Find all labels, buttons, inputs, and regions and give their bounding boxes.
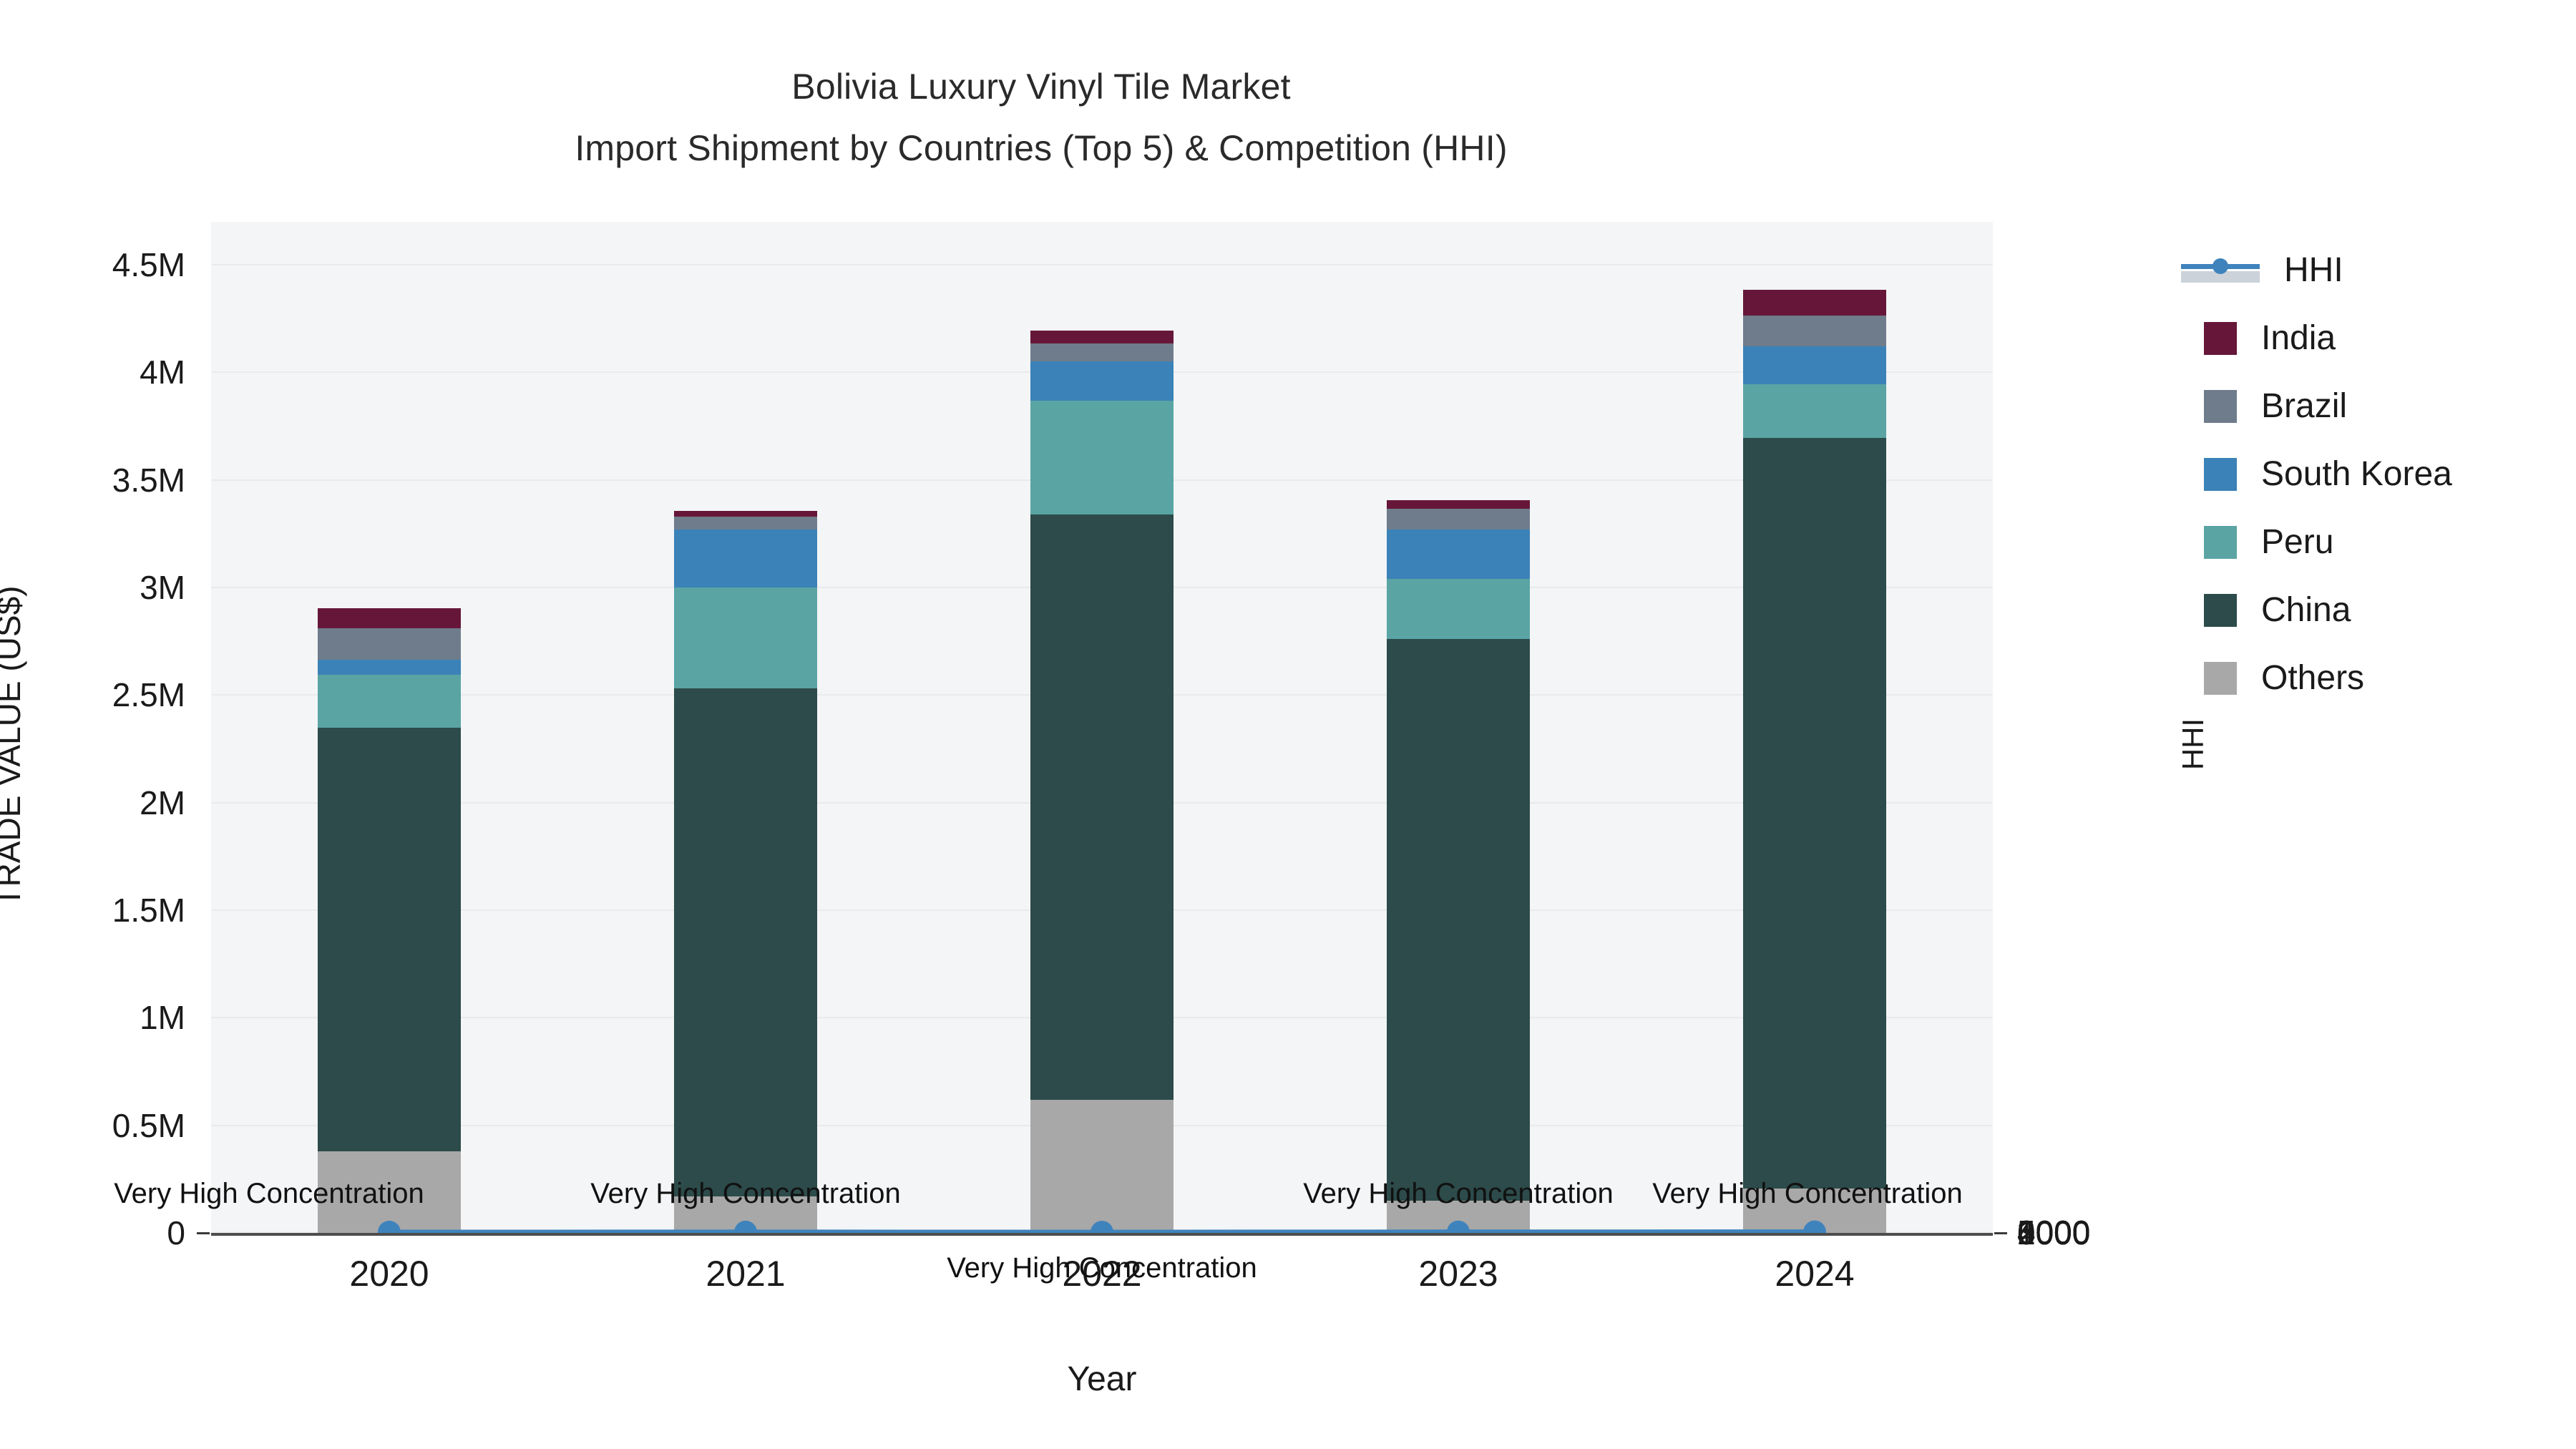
- legend-item-china[interactable]: China: [2204, 576, 2562, 644]
- legend-item-hhi[interactable]: HHI: [2181, 236, 2562, 304]
- hhi-point-2023[interactable]: [1447, 1220, 1470, 1233]
- plot-area: [211, 222, 1993, 1234]
- bar-segment-south-korea[interactable]: [1030, 361, 1174, 401]
- bar-segment-south-korea[interactable]: [1387, 529, 1530, 580]
- y-tick-left-label: 3.5M: [112, 461, 185, 499]
- hhi-line-layer: [378, 1220, 1826, 1233]
- y-tick-left-label: 4M: [140, 353, 185, 391]
- bar-segment-china[interactable]: [318, 727, 461, 1151]
- bar-2020[interactable]: [318, 608, 461, 1233]
- legend-label: Peru: [2261, 523, 2334, 561]
- x-axis-line: [211, 1233, 1993, 1236]
- legend-label: Brazil: [2261, 387, 2348, 425]
- bar-segment-china[interactable]: [1387, 639, 1530, 1201]
- bar-segment-india[interactable]: [1030, 330, 1174, 343]
- chart-legend: HHI India Brazil South Korea Peru China Others: [2181, 236, 2562, 712]
- y-tick-right-label: 6000: [2017, 1213, 2091, 1251]
- annotation-2021: Very High Concentration: [590, 1177, 901, 1209]
- bar-segment-others[interactable]: [1030, 1099, 1174, 1233]
- y-tick-left-label: 3M: [140, 569, 185, 607]
- bar-segment-brazil[interactable]: [318, 628, 461, 660]
- legend-swatch-icon: [2204, 661, 2237, 695]
- legend-item-south-korea[interactable]: South Korea: [2204, 440, 2562, 508]
- annotation-2020: Very High Concentration: [114, 1177, 424, 1209]
- bar-layer: [211, 222, 1993, 1233]
- y-tick-right-label: 1000: [2017, 1214, 2091, 1252]
- bar-segment-china[interactable]: [1743, 438, 1886, 1189]
- annotation-2024: Very High Concentration: [1652, 1177, 1963, 1209]
- x-tick-label-2020: 2020: [349, 1254, 429, 1294]
- y-tick-right-label: 4000: [2017, 1214, 2091, 1252]
- x-tick-label-2023: 2023: [1418, 1254, 1498, 1294]
- legend-label: India: [2261, 319, 2336, 357]
- y-tick-right-label: 2000: [2017, 1214, 2091, 1252]
- y-tick-right-mark: [1994, 1232, 2007, 1234]
- bar-segment-brazil[interactable]: [674, 516, 817, 530]
- y-tick-left-label: 2.5M: [112, 676, 185, 714]
- legend-item-brazil[interactable]: Brazil: [2204, 372, 2562, 440]
- chart-title: Bolivia Luxury Vinyl Tile Market Import …: [0, 56, 2082, 179]
- legend-item-india[interactable]: India: [2204, 304, 2562, 372]
- x-tick-label-2021: 2021: [706, 1254, 786, 1294]
- hhi-point-2024[interactable]: [1803, 1220, 1826, 1233]
- y-axis-left-label: TRADE VALUE (US$): [0, 585, 27, 907]
- gridline-left: [211, 264, 1993, 266]
- y-tick-left-label: 0.5M: [112, 1106, 185, 1144]
- y-tick-right-label: 3000: [2017, 1214, 2091, 1252]
- bar-2023[interactable]: [1387, 500, 1530, 1233]
- annotation-2023: Very High Concentration: [1303, 1177, 1614, 1209]
- bar-segment-peru[interactable]: [674, 587, 817, 689]
- bar-2024[interactable]: [1743, 289, 1886, 1233]
- bar-segment-india[interactable]: [318, 608, 461, 629]
- legend-label: China: [2261, 591, 2351, 629]
- bar-segment-south-korea[interactable]: [674, 529, 817, 588]
- y-tick-right-label: 0: [2017, 1214, 2036, 1252]
- bar-segment-india[interactable]: [1387, 500, 1530, 509]
- legend-line-icon: [2181, 254, 2260, 287]
- hhi-point-2022[interactable]: [1091, 1221, 1113, 1233]
- bar-segment-south-korea[interactable]: [1743, 346, 1886, 384]
- legend-swatch-icon: [2204, 525, 2237, 559]
- y-tick-left-label: 2M: [140, 784, 185, 821]
- y-tick-left-label: 4.5M: [112, 246, 185, 284]
- legend-label: South Korea: [2261, 455, 2452, 493]
- legend-label: Others: [2261, 659, 2365, 697]
- x-tick-label-2024: 2024: [1775, 1254, 1855, 1294]
- bar-segment-brazil[interactable]: [1743, 315, 1886, 347]
- legend-item-others[interactable]: Others: [2204, 644, 2562, 712]
- bar-segment-peru[interactable]: [1387, 579, 1530, 640]
- y-tick-right-label: 5000: [2017, 1213, 2091, 1251]
- bar-segment-india[interactable]: [674, 511, 817, 517]
- legend-swatch-icon: [2204, 389, 2237, 423]
- legend-swatch-icon: [2204, 457, 2237, 491]
- bar-segment-peru[interactable]: [318, 674, 461, 728]
- y-tick-left-label: 1M: [140, 999, 185, 1037]
- y-tick-left-mark: [197, 1232, 210, 1234]
- legend-item-peru[interactable]: Peru: [2204, 508, 2562, 576]
- y-tick-left-label: 1.5M: [112, 892, 185, 930]
- bar-segment-south-korea[interactable]: [318, 659, 461, 675]
- y-tick-left-label: 0: [167, 1214, 185, 1252]
- bar-2021[interactable]: [674, 511, 817, 1233]
- bar-segment-brazil[interactable]: [1387, 509, 1530, 530]
- hhi-point-2021[interactable]: [734, 1220, 757, 1233]
- legend-label: HHI: [2284, 251, 2343, 289]
- bar-segment-peru[interactable]: [1030, 400, 1174, 514]
- bar-segment-india[interactable]: [1743, 289, 1886, 316]
- bar-segment-others[interactable]: [318, 1151, 461, 1233]
- hhi-point-2020[interactable]: [378, 1220, 401, 1233]
- bar-segment-brazil[interactable]: [1030, 343, 1174, 362]
- chart-title-line-2: Import Shipment by Countries (Top 5) & C…: [575, 128, 1508, 168]
- x-axis-label: Year: [1067, 1360, 1137, 1398]
- legend-swatch-icon: [2204, 593, 2237, 627]
- legend-swatch-icon: [2204, 321, 2237, 355]
- chart-title-line-1: Bolivia Luxury Vinyl Tile Market: [791, 67, 1291, 107]
- bar-segment-china[interactable]: [674, 688, 817, 1196]
- x-tick-label-2022: 2022: [1062, 1254, 1142, 1294]
- bar-segment-peru[interactable]: [1743, 384, 1886, 439]
- bar-2022[interactable]: [1030, 330, 1174, 1233]
- annotation-2022: Very High Concentration: [947, 1252, 1257, 1284]
- bar-segment-china[interactable]: [1030, 514, 1174, 1100]
